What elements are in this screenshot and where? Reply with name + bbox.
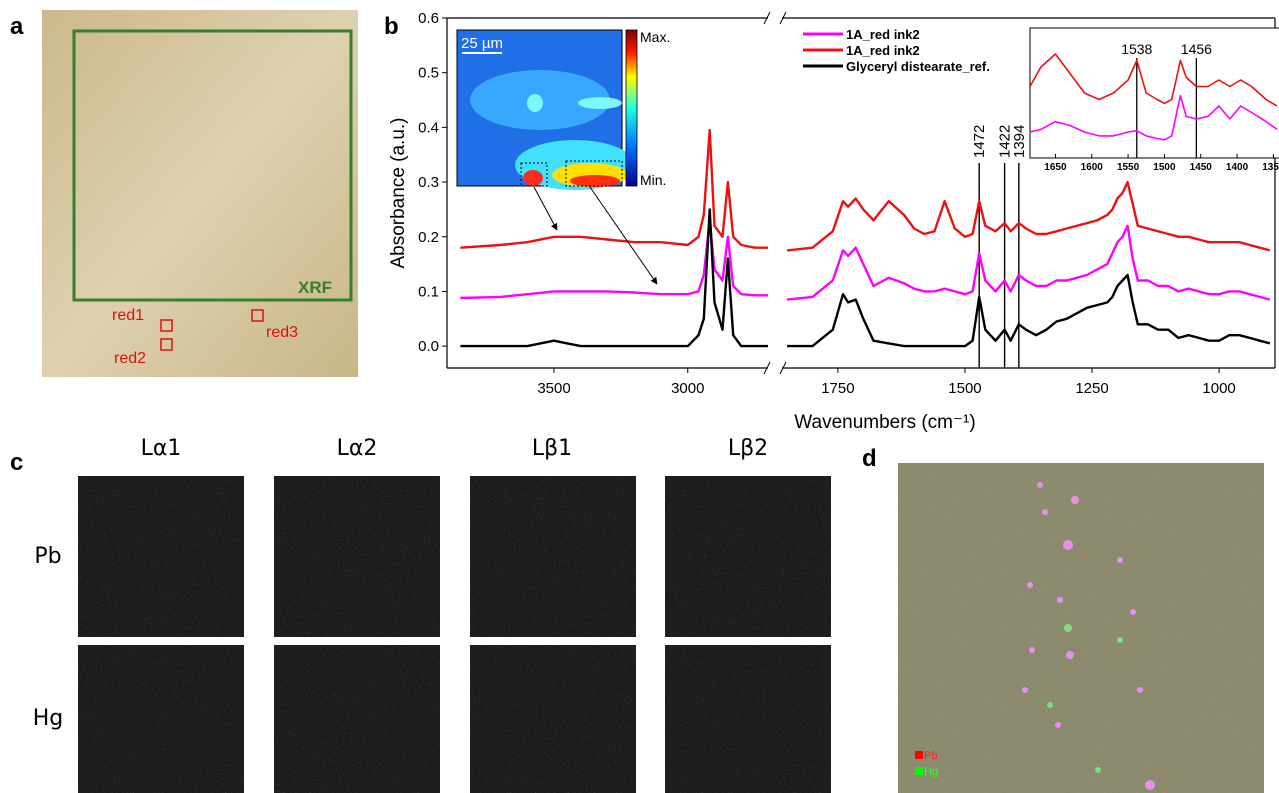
arrow — [589, 186, 658, 285]
photo — [42, 10, 358, 377]
x-tick-label: 3000 — [671, 380, 704, 397]
legend-swatch — [915, 751, 923, 759]
column-label: Lβ2 — [728, 436, 768, 461]
spectrum-line — [786, 180, 1271, 252]
x-tick-label: 1550 — [1117, 162, 1140, 173]
axis-break — [763, 361, 787, 375]
peak-label: 1394 — [1011, 125, 1028, 158]
colorbar — [625, 29, 638, 187]
x-tick-label: 1600 — [1081, 162, 1104, 173]
x-tick-label: 1500 — [948, 380, 981, 397]
roi-box — [520, 162, 548, 187]
row-label: Hg — [33, 706, 64, 731]
peak-label: 1456 — [1181, 41, 1212, 57]
spectrum-line — [460, 128, 768, 249]
spot-label: red3 — [266, 324, 298, 341]
panel-letter: c — [10, 449, 23, 476]
x-tick-label: 1000 — [1202, 380, 1235, 397]
x-tick-label: 3500 — [537, 380, 570, 397]
legend-label: Hg — [924, 766, 938, 778]
pb-spots — [1022, 482, 1155, 790]
spectrum-line — [787, 273, 1271, 348]
panel-letter: d — [862, 445, 877, 472]
column-label: Lα1 — [141, 436, 182, 461]
hg-spots — [1047, 624, 1123, 773]
y-tick-label: 0.1 — [418, 283, 439, 300]
x-tick-label: 1500 — [1153, 162, 1176, 173]
scale-label: 25 µm — [461, 35, 503, 52]
legend-label: Glyceryl distearate_ref. — [846, 59, 990, 74]
x-tick-label: 1400 — [1226, 162, 1249, 173]
spot — [251, 309, 264, 322]
spot-label: red2 — [114, 350, 146, 367]
y-tick-label: 0.6 — [418, 10, 439, 27]
legend-label: 1A_red ink2 — [846, 27, 920, 42]
x-tick-label: 1450 — [1190, 162, 1213, 173]
map-region — [527, 94, 543, 112]
y-tick-label: 0.2 — [418, 229, 439, 246]
xrf-noise — [470, 645, 636, 793]
xrf-noise — [665, 476, 831, 637]
peak-label: 1538 — [1121, 41, 1152, 57]
panel-letter: b — [384, 13, 399, 40]
spectrum-line — [460, 208, 768, 348]
spectrum-line — [786, 224, 1271, 301]
spectrum-line — [1030, 94, 1278, 141]
xrf-maps — [78, 476, 831, 793]
legend-label: 1A_red ink2 — [846, 43, 920, 58]
peak-label: 1472 — [971, 125, 988, 158]
y-tick-label: 0.5 — [418, 65, 439, 82]
row-label: Pb — [34, 544, 61, 569]
axis-break — [763, 11, 787, 25]
xrf-noise — [665, 645, 831, 793]
spot — [160, 338, 173, 351]
spot — [160, 319, 173, 332]
spectra-chart: 0.0 0.1 0.2 0.3 0.4 0.5 0.6 3500 3000 1750 1500 125… — [388, 10, 1276, 433]
inset-chart: 1650 1600 1550 1500 1450 1400 1350 1538 1456 — [1029, 27, 1279, 173]
y-axis-label: Absorbance (a.u.) — [388, 117, 409, 268]
x-tick-label: 1650 — [1044, 162, 1067, 173]
panel-letter: a — [10, 13, 24, 40]
x-tick-label: 1750 — [821, 380, 854, 397]
xrf-noise — [78, 476, 244, 637]
y-tick-label: 0.4 — [418, 119, 439, 136]
x-tick-label: 1250 — [1075, 380, 1108, 397]
overlay-texture — [898, 463, 1264, 793]
map-region — [578, 97, 622, 109]
colorbar-label: Min. — [640, 172, 666, 188]
xrf-noise — [274, 645, 440, 793]
x-axis-label: Wavenumbers (cm⁻¹) — [794, 412, 975, 433]
y-tick-label: 0.3 — [418, 174, 439, 191]
xrf-box — [72, 29, 353, 302]
column-label: Lβ1 — [532, 436, 572, 461]
inset-frame — [1029, 27, 1279, 159]
legend-swatch — [915, 767, 923, 775]
map-region — [570, 175, 620, 187]
legend-label: Pb — [924, 750, 937, 762]
y-tick-label: 0.0 — [418, 338, 439, 355]
inset-plot: 1650 1600 1550 1500 1450 1400 1350 1538 1456 — [1030, 41, 1279, 173]
map-region — [523, 170, 543, 186]
xrf-noise — [78, 645, 244, 793]
roi-box — [565, 160, 623, 187]
x-tick-label: 1350 — [1262, 162, 1279, 173]
roi-label: XRF — [298, 278, 332, 297]
spectrum-line — [460, 219, 768, 300]
colorbar-label: Max. — [640, 29, 670, 45]
spectrum-line — [1030, 53, 1278, 107]
spot-label: red1 — [112, 307, 144, 324]
xrf-noise — [470, 476, 636, 637]
xrf-noise — [274, 476, 440, 637]
peak-label: 1422 — [997, 125, 1014, 158]
arrow — [533, 186, 558, 231]
column-label: Lα2 — [337, 436, 378, 461]
